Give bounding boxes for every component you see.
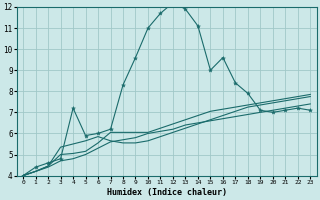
X-axis label: Humidex (Indice chaleur): Humidex (Indice chaleur) [107,188,227,197]
